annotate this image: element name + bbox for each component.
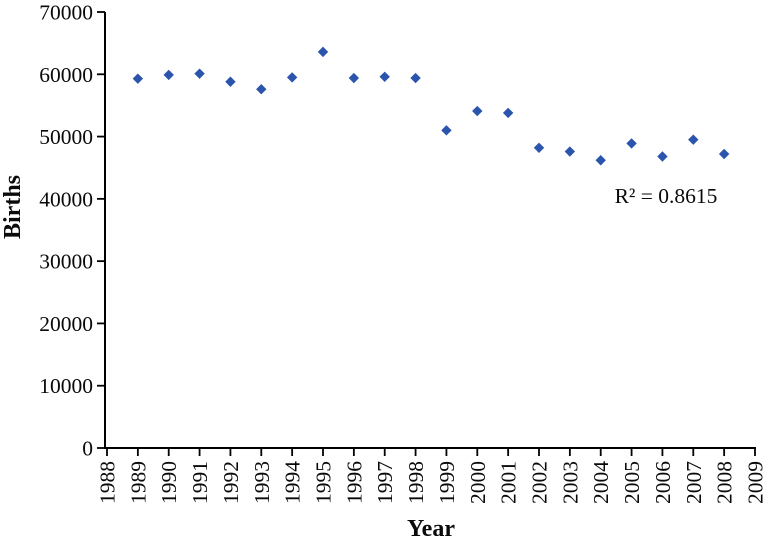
- x-tick-label: 2000: [466, 461, 490, 504]
- y-tick-label: 20000: [39, 312, 93, 336]
- x-tick-label: 1999: [435, 461, 459, 504]
- x-tick-label: 1993: [250, 461, 274, 504]
- x-tick-label: 2004: [589, 461, 613, 504]
- data-point: [718, 148, 730, 160]
- x-tick-label: 1988: [96, 461, 120, 504]
- x-tick-label: 1992: [219, 461, 243, 504]
- data-point: [256, 84, 267, 95]
- data-point: [657, 151, 668, 162]
- data-point: [564, 146, 576, 157]
- x-tick-label: 2001: [497, 461, 521, 504]
- data-point: [194, 68, 205, 79]
- data-point: [163, 69, 174, 81]
- x-tick-label: 1996: [342, 461, 366, 504]
- data-point: [595, 155, 606, 166]
- y-tick-label: 10000: [39, 374, 93, 398]
- r-squared-annotation: R² = 0.8615: [615, 184, 718, 208]
- x-tick-label: 1995: [312, 461, 336, 504]
- x-tick-label: 2009: [744, 461, 767, 504]
- data-point: [410, 72, 421, 84]
- x-tick-label: 2002: [528, 461, 552, 504]
- data-point: [688, 134, 699, 145]
- x-tick-label: 1994: [281, 461, 305, 504]
- x-tick-label: 1997: [373, 461, 397, 504]
- x-tick-label: 2006: [651, 461, 675, 504]
- data-point: [533, 142, 545, 153]
- y-tick-label: 70000: [39, 1, 93, 25]
- x-tick-label: 1991: [188, 461, 212, 504]
- y-tick-label: 60000: [39, 63, 93, 87]
- data-point: [286, 72, 298, 83]
- y-tick-label: 50000: [39, 125, 93, 149]
- y-tick-label: 0: [82, 437, 93, 461]
- y-tick-label: 30000: [39, 250, 93, 274]
- data-point: [317, 46, 329, 58]
- x-axis-title: Year: [407, 516, 455, 542]
- data-point: [348, 72, 360, 84]
- data-point: [502, 107, 514, 119]
- y-tick-label: 40000: [39, 187, 93, 211]
- x-tick-label: 1989: [126, 461, 150, 504]
- x-tick-label: 2003: [558, 461, 582, 504]
- data-point: [472, 105, 483, 117]
- x-tick-label: 1998: [404, 461, 428, 504]
- data-point: [626, 138, 637, 149]
- data-point: [225, 76, 236, 87]
- x-tick-label: 1990: [157, 461, 181, 504]
- x-tick-label: 2005: [620, 461, 644, 504]
- x-tick-label: 2008: [713, 461, 737, 504]
- x-tick-label: 2007: [682, 461, 706, 504]
- data-point: [379, 71, 390, 82]
- data-point: [132, 73, 144, 84]
- y-axis-title: Births: [0, 175, 26, 239]
- data-point: [441, 125, 452, 136]
